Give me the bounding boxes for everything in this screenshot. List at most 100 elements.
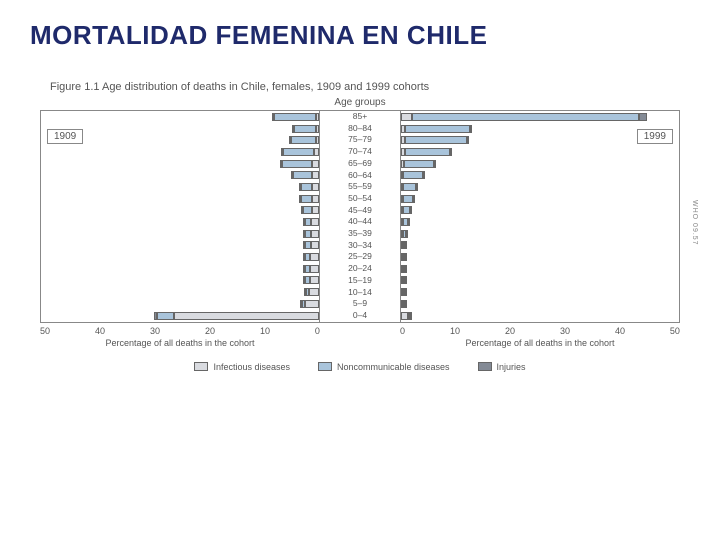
bar-segment-non	[301, 195, 312, 203]
bar-segment-non	[403, 171, 423, 179]
age-group-label: 85+	[320, 111, 400, 123]
bar-row-right	[401, 286, 679, 298]
bar-segment-inj	[405, 300, 407, 308]
bar-segment-inf	[316, 125, 319, 133]
bar-row-left	[41, 240, 319, 252]
bar-segment-inf	[309, 288, 319, 296]
figure-caption: Figure 1.1 Age distribution of deaths in…	[50, 81, 690, 93]
legend: Infectious diseases Noncommunicable dise…	[30, 362, 690, 372]
xtick: 50	[40, 326, 50, 336]
bar-segment-non	[274, 113, 316, 121]
bar-row-left	[41, 251, 319, 263]
source-credit: WHO 09.57	[691, 200, 698, 246]
bar-segment-non	[405, 125, 469, 133]
bar-row-left	[41, 205, 319, 217]
bar-segment-inf	[311, 241, 319, 249]
bar-segment-inf	[312, 206, 319, 214]
xlabel-right: Percentage of all deaths in the cohort	[400, 338, 680, 348]
bar-row-left	[41, 169, 319, 181]
population-pyramid-chart: 1909 85+80–8475–7970–7465–6960–6455–5950…	[40, 110, 680, 323]
bar-segment-non	[403, 206, 410, 214]
bar-segment-non	[301, 183, 312, 191]
bar-row-right	[401, 216, 679, 228]
swatch-infectious	[194, 362, 208, 371]
legend-label: Infectious diseases	[213, 362, 290, 372]
bar-segment-non	[294, 125, 316, 133]
cohort-label-right: 1999	[637, 129, 673, 144]
swatch-noncommunicable	[318, 362, 332, 371]
xlabel-left: Percentage of all deaths in the cohort	[40, 338, 320, 348]
bar-row-right	[401, 263, 679, 275]
bar-segment-inf	[312, 160, 319, 168]
bar-segment-inf	[316, 113, 319, 121]
bar-segment-non	[157, 312, 174, 320]
bar-segment-inj	[467, 136, 469, 144]
age-group-label: 40–44	[320, 216, 400, 228]
age-group-label: 45–49	[320, 205, 400, 217]
bar-segment-inj	[408, 218, 410, 226]
age-group-axis: 85+80–8475–7970–7465–6960–6455–5950–5445…	[320, 111, 400, 322]
bar-segment-inj	[639, 113, 647, 121]
xtick: 40	[95, 326, 105, 336]
age-group-label: 65–69	[320, 158, 400, 170]
bar-row-right	[401, 146, 679, 158]
bar-segment-inj	[410, 312, 412, 320]
age-group-label: 10–14	[320, 287, 400, 299]
age-group-label: 0–4	[320, 310, 400, 322]
bar-segment-non	[412, 113, 639, 121]
age-group-label: 5–9	[320, 298, 400, 310]
legend-label: Noncommunicable diseases	[337, 362, 450, 372]
xtick: 10	[260, 326, 270, 336]
top-axis-label: Age groups	[30, 97, 690, 108]
bar-segment-non	[404, 160, 435, 168]
bar-row-right	[401, 228, 679, 240]
bar-segment-non	[305, 218, 312, 226]
bar-segment-inf	[305, 300, 319, 308]
bar-row-right	[401, 240, 679, 252]
bar-segment-inj	[406, 230, 408, 238]
bar-segment-inf	[311, 230, 319, 238]
bar-row-left	[41, 146, 319, 158]
legend-item-noncommunicable: Noncommunicable diseases	[318, 362, 450, 372]
bar-segment-inj	[470, 125, 472, 133]
age-group-label: 25–29	[320, 251, 400, 263]
bar-segment-inf	[311, 218, 319, 226]
cohort-label-left: 1909	[47, 129, 83, 144]
bar-row-left	[41, 286, 319, 298]
bar-row-left	[41, 263, 319, 275]
bar-segment-inf	[316, 136, 319, 144]
bar-segment-inf	[310, 253, 319, 261]
bar-segment-non	[303, 206, 311, 214]
bar-segment-inj	[405, 288, 407, 296]
bar-segment-inf	[174, 312, 320, 320]
x-axis-labels: Percentage of all deaths in the cohort P…	[40, 338, 680, 348]
bar-segment-inj	[405, 276, 407, 284]
bar-segment-inf	[314, 148, 320, 156]
age-group-label: 20–24	[320, 263, 400, 275]
xtick: 30	[150, 326, 160, 336]
bar-segment-non	[283, 148, 314, 156]
age-group-label: 30–34	[320, 240, 400, 252]
bar-row-right	[401, 251, 679, 263]
bar-segment-non	[282, 160, 313, 168]
bar-segment-inj	[405, 265, 407, 273]
bar-row-left	[41, 216, 319, 228]
bar-row-left	[41, 111, 319, 123]
xtick: 50	[670, 326, 680, 336]
bar-row-left	[41, 228, 319, 240]
bar-row-right	[401, 111, 679, 123]
xtick: 10	[450, 326, 460, 336]
bar-row-right	[401, 275, 679, 287]
bar-segment-non	[293, 171, 313, 179]
bar-row-right	[401, 158, 679, 170]
legend-item-injuries: Injuries	[478, 362, 526, 372]
bar-row-left	[41, 310, 319, 322]
age-group-label: 35–39	[320, 228, 400, 240]
bar-segment-inf	[312, 195, 319, 203]
bar-row-right	[401, 298, 679, 310]
bar-segment-inj	[434, 160, 436, 168]
legend-label: Injuries	[497, 362, 526, 372]
bar-row-right	[401, 193, 679, 205]
bar-row-left	[41, 193, 319, 205]
xtick: 0	[400, 326, 405, 336]
